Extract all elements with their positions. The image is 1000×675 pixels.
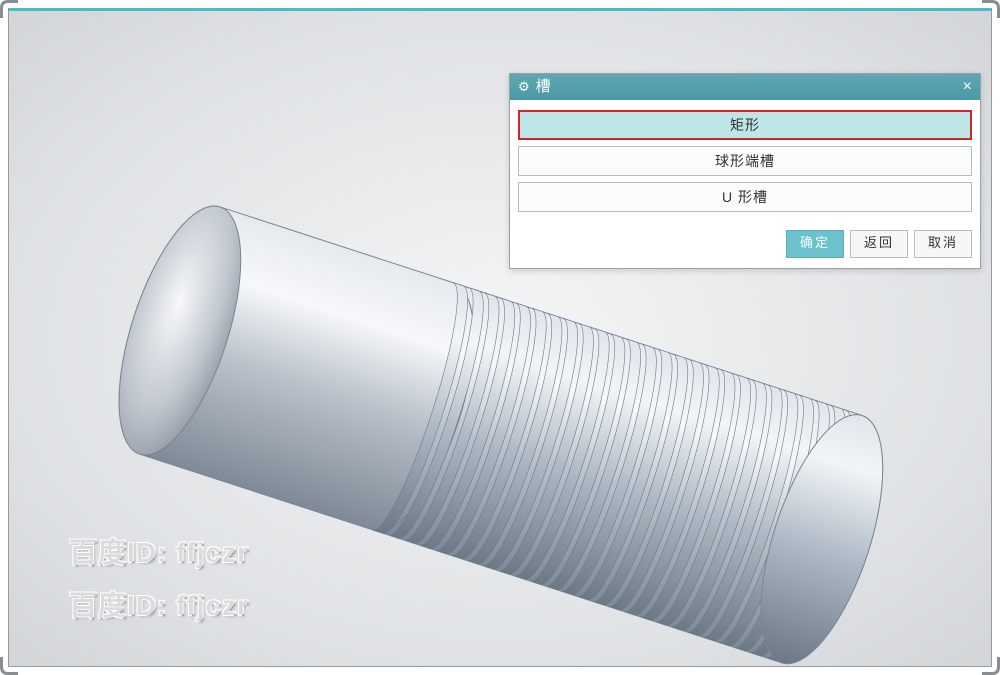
close-icon[interactable]: × [963,74,972,100]
option-u-slot[interactable]: U 形槽 [518,182,972,212]
outer-frame: ⚙ 槽 × 矩形 球形端槽 U 形槽 确定 返回 取消 百度ID: ffjczr… [0,0,1000,675]
dialog-footer: 确定 返回 取消 [510,224,980,268]
dialog-title-text: 槽 [536,74,553,100]
option-rectangle[interactable]: 矩形 [518,110,972,140]
cancel-button[interactable]: 取消 [914,230,972,258]
dialog-body: 矩形 球形端槽 U 形槽 [510,100,980,224]
ok-button[interactable]: 确定 [786,230,844,258]
viewport-3d[interactable]: ⚙ 槽 × 矩形 球形端槽 U 形槽 确定 返回 取消 百度ID: ffjczr… [8,8,992,667]
option-ball-end-slot[interactable]: 球形端槽 [518,146,972,176]
dialog-titlebar[interactable]: ⚙ 槽 × [510,74,980,100]
groove-dialog: ⚙ 槽 × 矩形 球形端槽 U 形槽 确定 返回 取消 [509,73,981,269]
back-button[interactable]: 返回 [850,230,908,258]
gear-icon: ⚙ [518,74,530,100]
